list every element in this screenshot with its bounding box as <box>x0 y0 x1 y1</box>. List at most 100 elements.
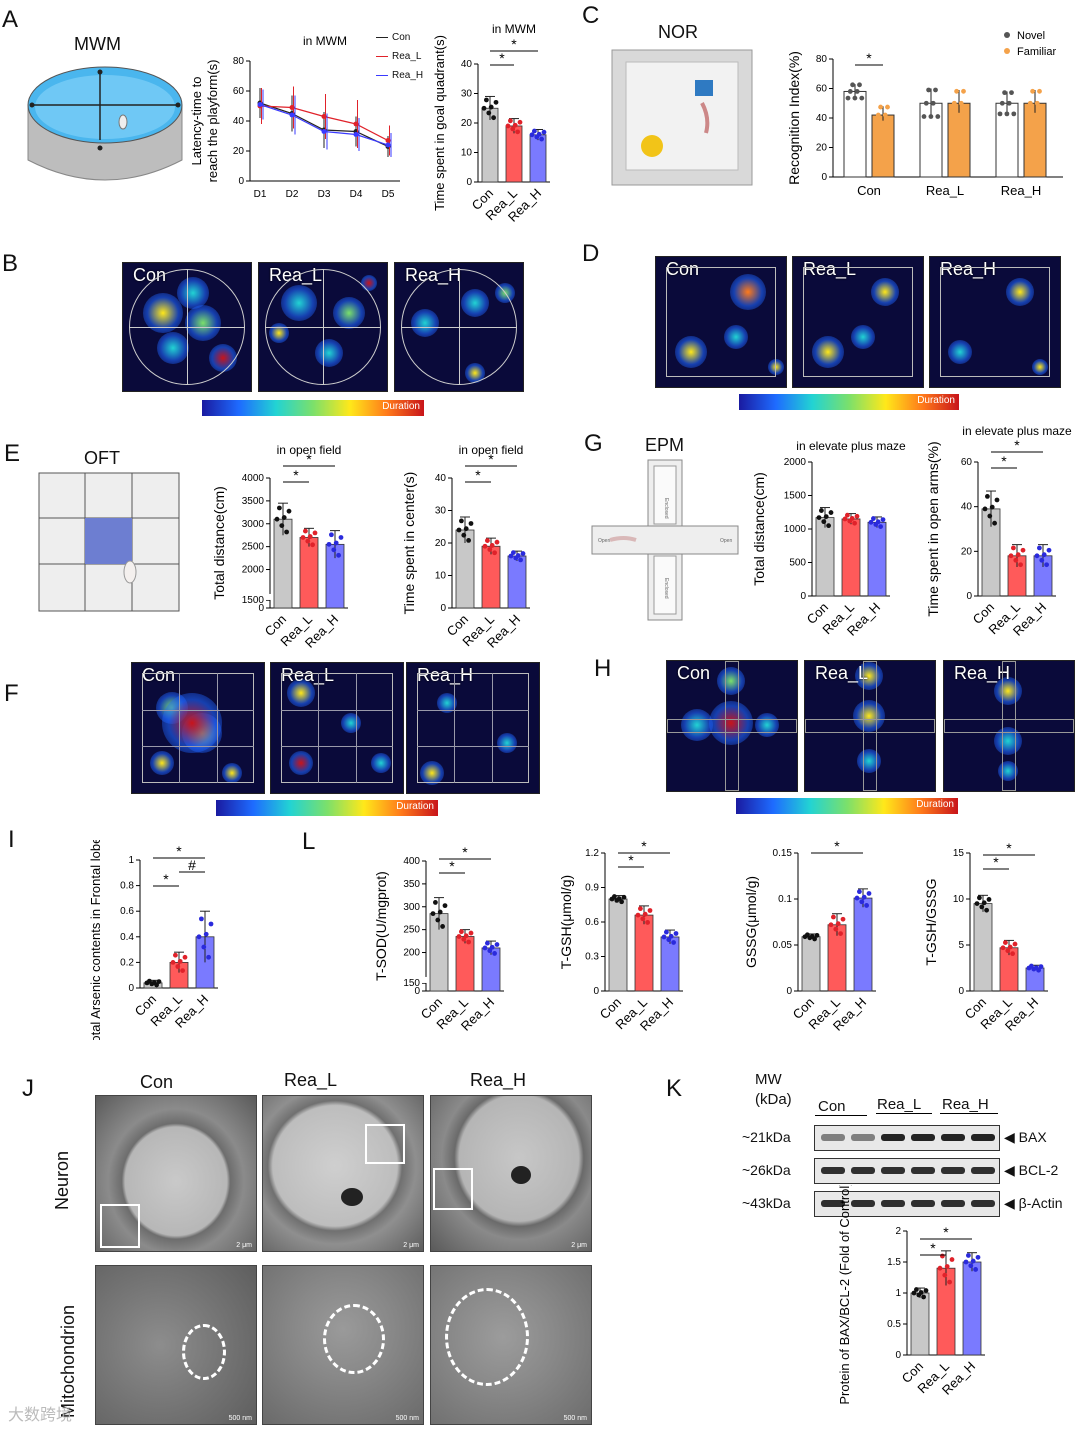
y-tick-label: 10 <box>953 894 965 905</box>
y-axis-label: Recognition Index(%) <box>786 51 802 185</box>
y-tick-label: 500 <box>789 558 806 569</box>
y-tick-label: 0 <box>958 986 964 997</box>
data-point <box>196 934 202 940</box>
arena-outline <box>142 673 254 783</box>
data-point <box>859 899 865 905</box>
heat-spot <box>162 693 222 753</box>
panel-label-k: K <box>666 1075 683 1102</box>
em-mito-rea-l: 500 nm <box>262 1265 424 1425</box>
data-point <box>854 895 860 901</box>
y-tick-label: 4000 <box>242 473 265 484</box>
data-point <box>968 1263 974 1269</box>
data-point <box>532 128 537 134</box>
significance-mark: * <box>834 838 840 854</box>
data-point <box>487 547 493 552</box>
epm-arm-label: Enclosed <box>663 498 669 519</box>
legend-entry: Rea_H <box>376 66 423 85</box>
data-point <box>307 534 313 539</box>
data-point <box>828 922 834 928</box>
data-point <box>1037 88 1042 94</box>
data-point <box>468 930 474 936</box>
y-tick-label: 5 <box>958 940 964 951</box>
chart-title: in MWM <box>303 34 347 48</box>
data-point <box>640 916 646 922</box>
data-point <box>1038 964 1044 970</box>
data-point <box>849 516 855 521</box>
bar <box>841 518 861 597</box>
data-point <box>1015 552 1021 558</box>
data-point <box>673 931 679 936</box>
em-mito-rea-h: 500 nm <box>430 1265 592 1425</box>
y-tick-label: 0.15 <box>773 848 793 859</box>
heat-spot <box>948 340 972 364</box>
data-point <box>850 82 855 88</box>
significance-mark: * <box>511 36 517 52</box>
heat-spot <box>755 713 779 737</box>
data-point <box>517 119 523 125</box>
y-tick-label: 60 <box>961 457 973 468</box>
wb-mw-label: ~43kDa <box>742 1195 791 1211</box>
data-point <box>277 505 282 511</box>
data-point <box>300 535 306 540</box>
data-point <box>1011 111 1017 117</box>
heat-spot <box>855 662 883 690</box>
mwm-pool-diagram <box>27 66 183 181</box>
mwm-title: MWM <box>74 34 121 54</box>
heat-spot <box>871 278 899 306</box>
data-point <box>208 921 214 927</box>
data-point <box>647 908 653 913</box>
significance-mark: * <box>866 50 872 66</box>
data-point <box>933 87 938 93</box>
data-point <box>974 901 980 906</box>
data-point <box>170 960 176 965</box>
data-point <box>1013 557 1019 563</box>
data-point <box>914 1287 919 1292</box>
significance-mark: * <box>475 467 481 483</box>
colorbar-d: Duration <box>739 394 959 410</box>
heatmap-nor-rea-l: Rea_L <box>792 256 924 388</box>
data-point <box>1037 545 1042 551</box>
heat-spot <box>1006 278 1034 306</box>
significance-mark: * <box>930 1240 936 1256</box>
data-point <box>201 944 207 950</box>
em-col-label: Con <box>140 1072 174 1092</box>
data-point <box>880 517 886 523</box>
data-point <box>949 1257 955 1262</box>
y-axis-label: Total distance(cm) <box>751 472 767 586</box>
panel-label-a: A <box>2 6 19 33</box>
data-point <box>1018 562 1023 568</box>
em-row-label: Neuron <box>52 1150 72 1210</box>
bar <box>853 897 873 992</box>
bar <box>660 936 680 992</box>
data-point <box>873 120 879 126</box>
y-tick-label: 80 <box>816 54 828 65</box>
heat-spot <box>150 751 174 775</box>
heatmap-epm-rea-l: Rea_L <box>804 660 936 792</box>
heat-spot <box>371 753 391 773</box>
heat-spot <box>994 727 1022 755</box>
data-point <box>1005 948 1011 954</box>
data-point <box>385 138 391 143</box>
data-point <box>814 932 820 938</box>
y-tick-label: 250 <box>403 925 420 936</box>
data-point <box>1036 967 1041 973</box>
heat-spot <box>437 693 457 713</box>
chart-arsenic-content: 0 0.2 0.4 0.6 0.8 1 Total Arsenic contents in … <box>88 840 218 1040</box>
heat-spot <box>420 761 444 785</box>
data-point <box>442 903 448 909</box>
data-point <box>175 964 181 969</box>
significance-mark: * <box>488 451 494 467</box>
y-tick-label: 1500 <box>784 491 807 502</box>
y-tick-label: 60 <box>816 84 828 95</box>
wb-band <box>821 1200 845 1207</box>
y-tick-label: 80 <box>233 56 245 67</box>
data-point <box>333 540 339 546</box>
epm-maze-diagram: Enclosed Open Enclosed Open <box>591 459 739 621</box>
y-tick-label: 0 <box>238 176 244 187</box>
data-point <box>923 1288 929 1293</box>
data-point <box>505 123 511 129</box>
y-tick-label: 10 <box>461 148 473 159</box>
